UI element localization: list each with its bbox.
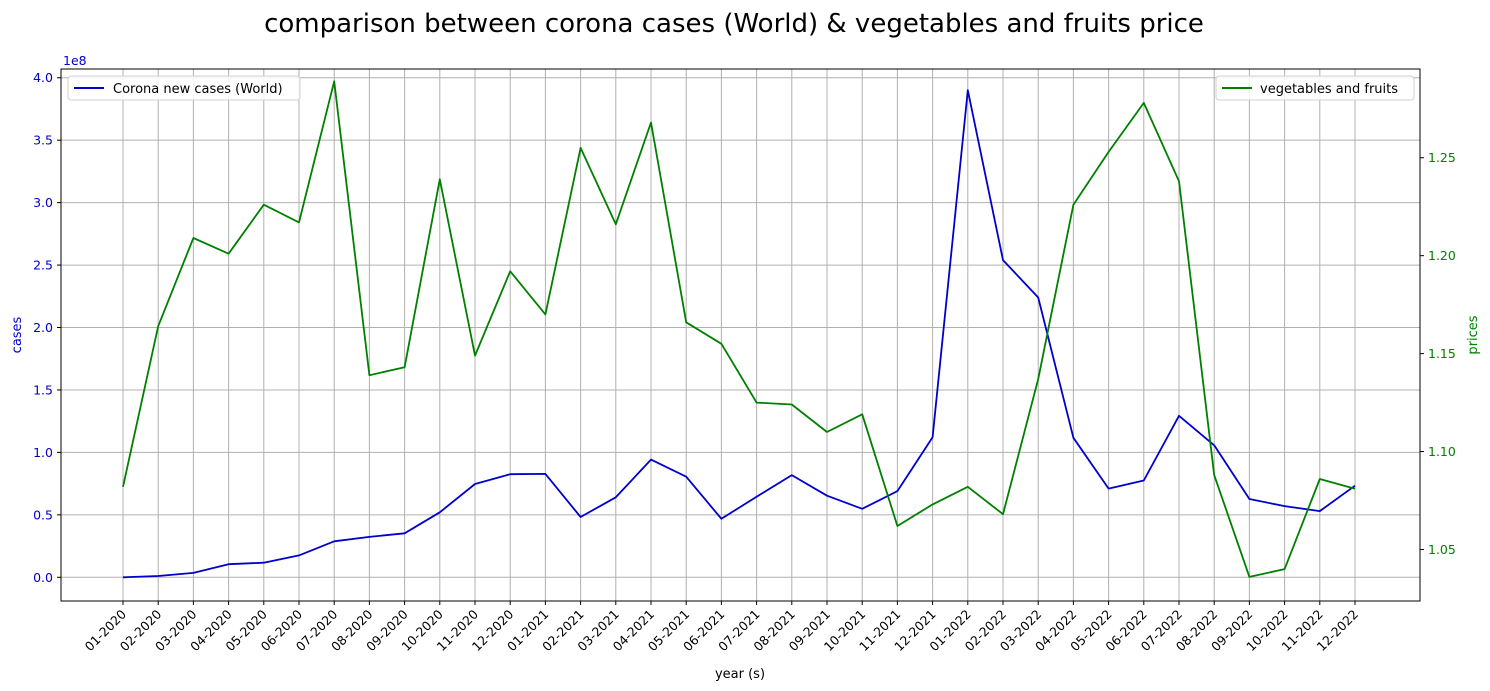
legend-right: vegetables and fruits xyxy=(1215,75,1415,101)
series-line-vegetables-fruits xyxy=(122,80,1356,578)
left-tick-label: 0.0 xyxy=(33,570,53,585)
x-axis-ticks: 01-202002-202003-202004-202005-202006-20… xyxy=(82,601,1361,654)
left-tick-label: 4.0 xyxy=(33,70,53,85)
right-tick-label: 1.15 xyxy=(1428,346,1456,361)
legend-right-label: vegetables and fruits xyxy=(1260,82,1398,97)
right-axis-label: prices xyxy=(1466,315,1481,354)
right-tick-label: 1.05 xyxy=(1428,542,1456,557)
legend-right-box xyxy=(1215,75,1415,101)
grid-lines xyxy=(61,69,1420,601)
left-tick-label: 2.0 xyxy=(33,320,53,335)
series-line-corona-cases xyxy=(122,89,1356,579)
legend-left-label: Corona new cases (World) xyxy=(113,82,283,97)
right-axis-ticks: 1.05 1.10 1.15 1.20 1.25 xyxy=(1420,150,1456,557)
series-lines xyxy=(122,80,1356,579)
left-tick-label: 3.0 xyxy=(33,195,53,210)
plot-frame xyxy=(60,68,1421,602)
left-tick-label: 3.5 xyxy=(33,133,53,148)
right-tick-label: 1.20 xyxy=(1428,248,1456,263)
legend-left: Corona new cases (World) xyxy=(67,75,301,101)
left-tick-label: 0.5 xyxy=(33,507,53,522)
x-axis-label: year (s) xyxy=(715,667,765,682)
chart-title: comparison between corona cases (World) … xyxy=(264,9,1204,39)
right-tick-label: 1.10 xyxy=(1428,444,1456,459)
left-axis-offset-text: 1e8 xyxy=(63,53,87,68)
right-tick-label: 1.25 xyxy=(1428,150,1456,165)
left-tick-label: 2.5 xyxy=(33,258,53,273)
left-tick-label: 1.0 xyxy=(33,445,53,460)
legend-left-box xyxy=(67,75,301,101)
left-tick-label: 1.5 xyxy=(33,382,53,397)
left-axis-ticks: 0.0 0.5 1.0 1.5 2.0 2.5 3.0 3.5 4.0 xyxy=(33,70,61,585)
left-axis-label: cases xyxy=(10,316,25,353)
